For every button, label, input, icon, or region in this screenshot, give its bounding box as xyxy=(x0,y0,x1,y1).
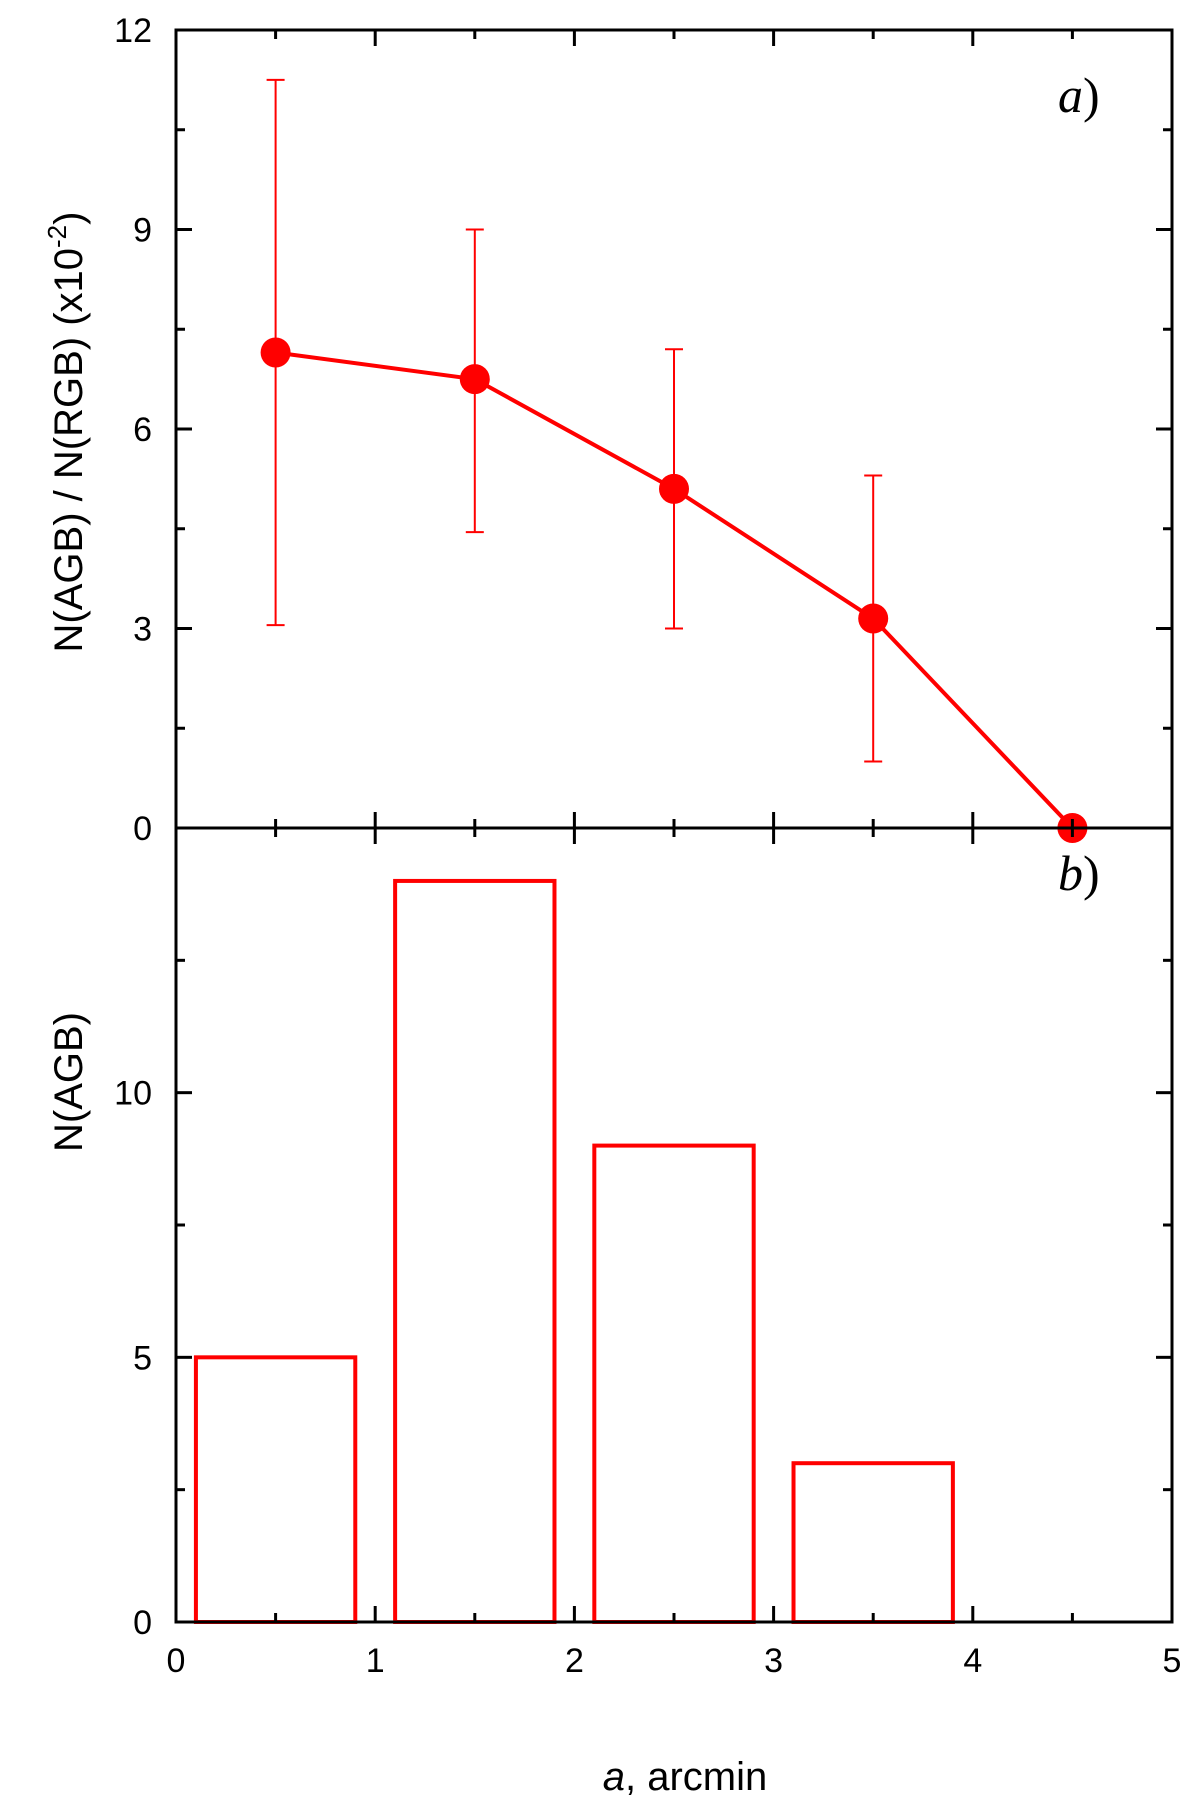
panel-b-ytick-label: 0 xyxy=(133,1604,152,1642)
x-tick-label: 1 xyxy=(366,1642,385,1680)
x-axis-title: a, arcmin xyxy=(603,1755,768,1799)
histogram-bar-3 xyxy=(791,1461,955,1624)
data-point-3 xyxy=(858,603,889,634)
panel-b-ytick-label: 10 xyxy=(114,1075,152,1113)
y-axis-title-b: N(AGB) xyxy=(47,1012,91,1152)
x-tick-label: 3 xyxy=(764,1642,783,1680)
panel-a-label: a) xyxy=(1058,67,1100,123)
x-tick-label: 4 xyxy=(963,1642,982,1680)
panel-a-ytick-label: 3 xyxy=(133,611,152,649)
data-point-0 xyxy=(260,337,291,368)
data-point-2 xyxy=(659,473,689,504)
data-point-1 xyxy=(459,364,490,395)
histogram-bar-0 xyxy=(193,1355,358,1625)
labels: a) b) N(AGB) / N(RGB) (x10-2) N(AGB) a, … xyxy=(42,67,1100,1799)
x-tick-label: 5 xyxy=(1163,1642,1182,1680)
histogram-bar-2 xyxy=(592,1143,756,1624)
histogram-bar-1 xyxy=(393,878,557,1624)
panel-b-frame xyxy=(174,826,1174,1624)
panel-a-ytick-label: 12 xyxy=(114,12,152,50)
panel-a-ytick-label: 0 xyxy=(133,810,152,848)
panel-a: 0 3 6 9 12 xyxy=(114,12,1174,848)
x-tick-label: 0 xyxy=(167,1642,186,1680)
panel-a-ytick-label: 9 xyxy=(133,212,152,250)
panel-b-label: b) xyxy=(1058,845,1100,901)
x-tick-label: 2 xyxy=(565,1642,584,1680)
y-axis-title-a: N(AGB) / N(RGB) (x10-2) xyxy=(42,212,91,653)
panel-b-ytick-label: 5 xyxy=(133,1339,152,1377)
panel-a-ytick-label: 6 xyxy=(133,411,152,449)
panel-b: 0 5 10 0 1 2 3 4 5 xyxy=(114,826,1182,1680)
